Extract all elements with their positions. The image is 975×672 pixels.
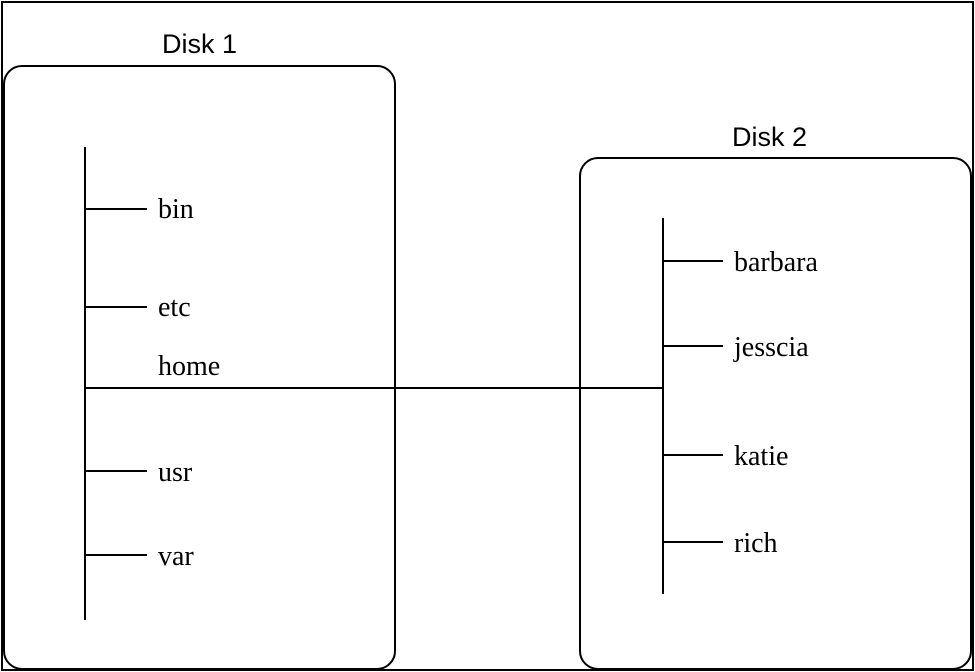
dir-jesscia: jesscia — [733, 332, 809, 363]
dir-usr: usr — [158, 457, 193, 488]
disk1-label: Disk 1 — [162, 29, 237, 59]
dir-var: var — [158, 541, 194, 572]
dir-rich: rich — [734, 528, 778, 559]
disk2-box — [579, 157, 972, 670]
dir-barbara: barbara — [734, 247, 819, 278]
dir-bin: bin — [158, 194, 194, 225]
dir-etc: etc — [158, 292, 191, 323]
disk2-label: Disk 2 — [732, 122, 807, 152]
disk1-box — [3, 65, 396, 670]
dir-home: home — [158, 351, 220, 382]
dir-katie: katie — [734, 441, 788, 472]
